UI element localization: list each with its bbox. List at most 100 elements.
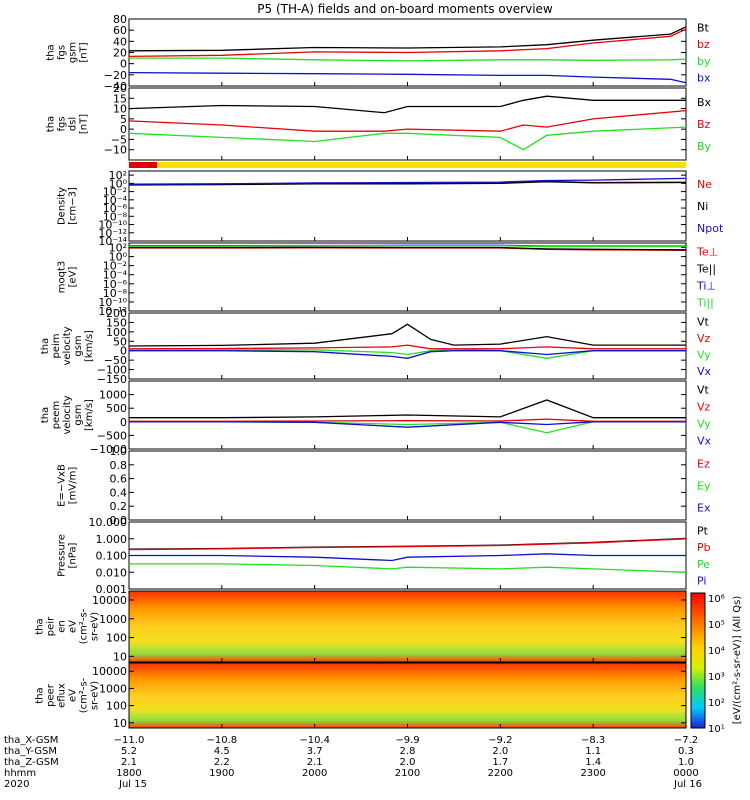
x-tick-label: −8.3	[581, 735, 605, 746]
series-Vx	[129, 350, 686, 359]
x-row-label: tha_X-GSM	[4, 735, 58, 746]
x-tick-label: −10.4	[299, 735, 330, 746]
series-Vx	[129, 421, 686, 428]
x-tick-label: 4.5	[214, 746, 230, 757]
y-tick-label: 15	[113, 92, 127, 105]
legend-Npot: Npot	[697, 222, 724, 235]
y-axis-label: en	[57, 620, 68, 633]
y-tick-label: 100	[106, 632, 127, 645]
colorbar-tick-label: 10²	[708, 698, 725, 709]
colorbar-tick-label: 10³	[708, 672, 725, 683]
x-tick-label: −9.2	[488, 735, 512, 746]
y-tick-label: 0.2	[110, 500, 128, 513]
series-Vy	[129, 349, 686, 359]
x-tick-label: 1.4	[585, 757, 601, 768]
y-tick-label: 500	[106, 402, 127, 415]
y-tick-label: 0	[120, 345, 127, 358]
legend-Pb: Pb	[697, 541, 711, 554]
y-tick-label: 100	[106, 700, 127, 713]
series-Bt	[128, 26, 687, 52]
y-axis-label: [mV/m]	[68, 467, 79, 505]
y-axis-label: peer	[46, 683, 57, 707]
x-tick-label: −9.9	[395, 735, 419, 746]
x-row-label: hhmm	[4, 768, 36, 779]
x-tick-label: 2.1	[121, 757, 137, 768]
y-tick-label: 0.4	[110, 486, 128, 499]
y-tick-label: 80	[113, 13, 127, 26]
y-axis-label: [eV]	[68, 267, 79, 288]
x-tick-label: 2200	[488, 768, 513, 779]
y-axis-label: tha	[40, 407, 51, 423]
y-axis-label: eflux	[57, 683, 68, 708]
x-date-label: Jul 15	[118, 779, 147, 790]
y-axis-label: (cm²-s-	[79, 608, 90, 644]
legend-Ti⊥: Ti⊥	[696, 280, 716, 293]
x-row-label: tha_Z-GSM	[4, 757, 59, 768]
heatmap-fill	[129, 591, 686, 662]
y-tick-label: 10⁻²	[103, 186, 127, 199]
y-tick-label: −50	[104, 354, 127, 367]
legend-By: By	[697, 140, 712, 153]
y-tick-label: 10.000	[89, 516, 128, 529]
y-tick-label: 10⁻⁸	[103, 287, 128, 300]
y-tick-label: −5	[111, 133, 127, 146]
series-Ti||	[129, 245, 686, 248]
legend-Ey: Ey	[697, 480, 711, 493]
y-tick-label: 200	[106, 307, 127, 320]
y-tick-label: 1.000	[96, 533, 128, 546]
y-tick-label: 10⁻¹⁰	[98, 219, 127, 232]
y-tick-label: 10⁻¹²	[98, 227, 127, 240]
legend-Vy: Vy	[697, 348, 711, 361]
y-tick-label: 10⁻¹⁴	[98, 235, 127, 248]
mode-bar-fill	[129, 162, 686, 168]
y-tick-label: −40	[104, 80, 127, 93]
y-tick-label: 0.6	[110, 473, 128, 486]
series-Pt	[128, 537, 687, 550]
y-tick-label: 1000	[99, 682, 127, 695]
legend-Vx: Vx	[697, 435, 712, 448]
series-Pi	[129, 553, 686, 562]
panel-frame	[128, 170, 687, 242]
y-tick-label: −150	[97, 373, 127, 386]
x-tick-label: 2.8	[400, 746, 416, 757]
series-By	[128, 126, 687, 151]
mode-bar-start	[129, 162, 157, 168]
y-tick-label: 1000	[99, 613, 127, 626]
colorbar-tick-label: 10⁴	[708, 646, 725, 657]
legend-Vx: Vx	[697, 365, 712, 378]
y-tick-label: 0	[120, 58, 127, 71]
y-tick-label: 0	[120, 416, 127, 429]
y-axis-label: (cm²-s-	[79, 677, 90, 713]
panel-frame	[128, 450, 687, 521]
y-tick-label: 20	[113, 82, 127, 95]
legend-Vz: Vz	[697, 401, 711, 414]
legend-bx: bx	[697, 72, 711, 85]
y-tick-label: 0.8	[110, 459, 128, 472]
chart-title: P5 (TH-A) fields and on-board moments ov…	[257, 2, 553, 16]
y-tick-label: 10⁻¹⁰	[98, 296, 127, 309]
series-Pe	[129, 563, 687, 573]
y-axis-label: [km/s]	[84, 330, 95, 362]
legend-Vz: Vz	[697, 332, 711, 345]
y-axis-label: sr-eV)	[90, 681, 101, 710]
series-Bx	[128, 95, 686, 114]
series-by	[129, 57, 687, 62]
legend-by: by	[697, 55, 711, 68]
y-tick-label: 20	[113, 47, 127, 60]
y-tick-label: 10	[113, 103, 127, 116]
series-Npot	[128, 177, 687, 185]
legend-Te||: Te||	[696, 263, 716, 276]
y-tick-label: 10²	[109, 242, 127, 255]
y-tick-label: 0.010	[96, 566, 128, 579]
x-tick-label: 2000	[302, 768, 327, 779]
legend-Bt: Bt	[697, 21, 710, 34]
y-tick-label: 50	[113, 335, 127, 348]
y-tick-label: 10⁰	[109, 177, 128, 190]
x-tick-label: 5.2	[121, 746, 137, 757]
y-tick-label: 0.100	[96, 550, 128, 563]
series-Vz	[129, 418, 686, 422]
